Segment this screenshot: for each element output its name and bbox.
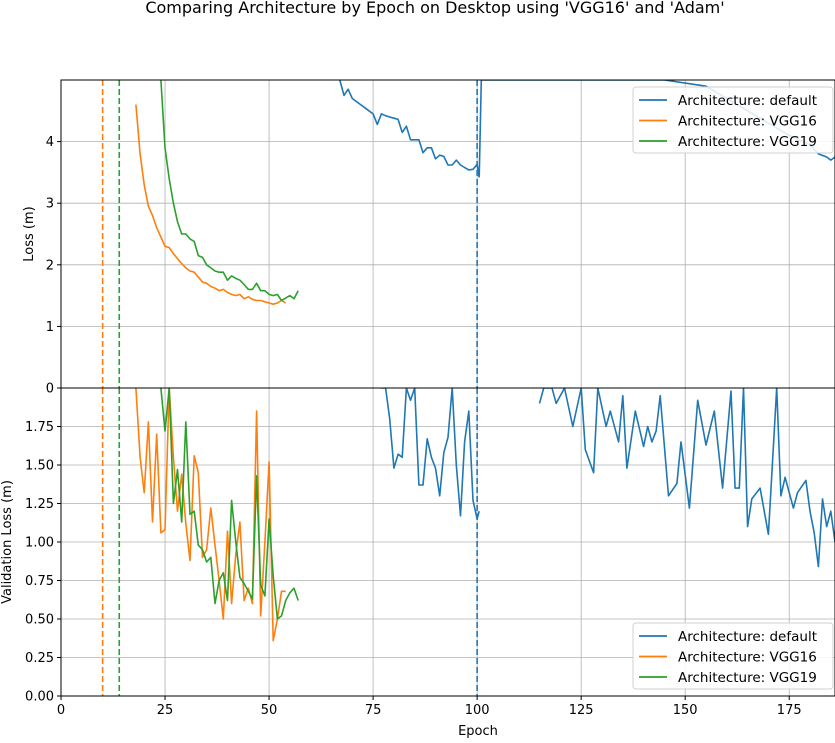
top-series-2-line-0 xyxy=(161,80,298,301)
xtick-label-7: 175 xyxy=(777,703,802,718)
xtick-label-2: 50 xyxy=(261,703,278,718)
top-y-axis-label: Loss (m) xyxy=(22,206,37,261)
x-axis-label: Epoch xyxy=(458,724,498,739)
bottom-ytick-label-3: 0.75 xyxy=(25,574,54,589)
bottom-ytick-label-2: 0.50 xyxy=(25,613,54,628)
bottom-ytick-label-4: 1.00 xyxy=(25,536,54,551)
bottom-panel: 0.00 0.25 0.50 0.75 1.00 1.25 1.50 1.75 0 25 50 75 1… xyxy=(0,388,835,739)
bottom-legend-label-2: Architecture: VGG19 xyxy=(678,670,817,686)
xtick-label-6: 150 xyxy=(673,703,698,718)
bottom-ytick-label-1: 0.25 xyxy=(25,651,54,666)
xtick-label-5: 125 xyxy=(569,703,594,718)
top-ytick-label-4: 4 xyxy=(46,135,54,150)
top-series-1-line-0 xyxy=(136,105,286,305)
top-ytick-label-0: 0 xyxy=(46,382,54,397)
top-ytick-label-3: 3 xyxy=(46,197,54,212)
top-ytick-label-2: 2 xyxy=(46,258,54,273)
bottom-ytick-label-5: 1.25 xyxy=(25,497,54,512)
top-series-0-line-0 xyxy=(340,80,479,177)
bottom-ytick-label-6: 1.50 xyxy=(25,459,54,474)
bottom-y-axis-label: Validation Loss (m) xyxy=(0,480,15,604)
xtick-label-1: 25 xyxy=(157,703,174,718)
top-legend-label-1: Architecture: VGG16 xyxy=(678,114,817,130)
xtick-label-0: 0 xyxy=(57,703,65,718)
top-legend-label-0: Architecture: default xyxy=(678,93,817,109)
top-legend-label-2: Architecture: VGG19 xyxy=(678,134,817,150)
bottom-series-0-line-1 xyxy=(540,388,835,567)
xtick-label-4: 100 xyxy=(465,703,490,718)
bottom-legend-label-1: Architecture: VGG16 xyxy=(678,650,817,666)
xtick-label-3: 75 xyxy=(365,703,382,718)
bottom-legend: Architecture: default Architecture: VGG16… xyxy=(633,623,833,689)
bottom-ytick-label-0: 0.00 xyxy=(25,690,54,705)
chart-title: Comparing Architecture by Epoch on Deskt… xyxy=(145,0,724,17)
bottom-series-0-line-0 xyxy=(381,388,479,519)
top-legend: Architecture: default Architecture: VGG16… xyxy=(633,87,833,153)
bottom-ytick-label-7: 1.75 xyxy=(25,420,54,435)
bottom-series-1-line-0 xyxy=(136,388,286,641)
bottom-legend-label-0: Architecture: default xyxy=(678,629,817,645)
top-ytick-label-1: 1 xyxy=(46,320,54,335)
